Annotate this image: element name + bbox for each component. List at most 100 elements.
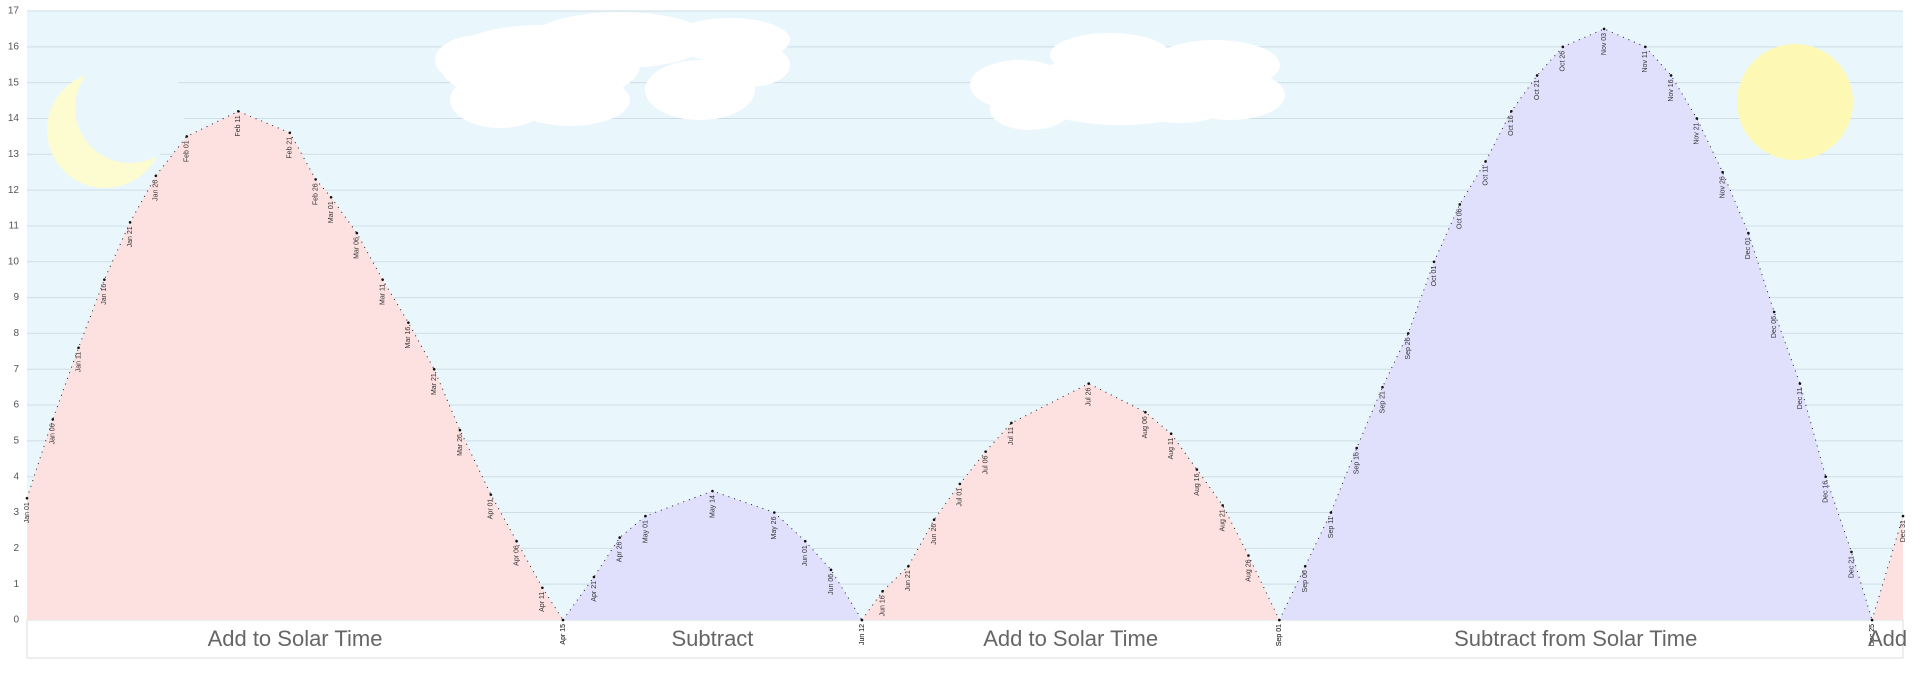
date-label: Oct 01 (1431, 266, 1438, 287)
date-label: Nov 03 (1601, 33, 1608, 55)
point (881, 590, 884, 593)
date-label: Apr 06 (513, 545, 520, 566)
date-label: Aug 06 (1142, 416, 1149, 438)
y-tick-label: 2 (13, 543, 19, 554)
point (1381, 385, 1384, 389)
date-label: Apr 15 (560, 624, 567, 645)
y-tick-label: 14 (8, 113, 20, 124)
point (592, 575, 596, 579)
y-tick-label: 5 (13, 436, 19, 447)
point (355, 231, 359, 235)
point (1644, 45, 1647, 49)
point (860, 618, 864, 622)
y-tick-label: 15 (8, 77, 20, 88)
date-label: Sep 21 (1379, 391, 1386, 413)
date-label: Sep 16 (1354, 452, 1361, 474)
point (1010, 421, 1013, 425)
date-label: Apr 01 (488, 499, 495, 520)
point (1406, 332, 1410, 335)
point (1221, 504, 1224, 507)
cloud (435, 12, 790, 128)
point (237, 110, 240, 113)
y-tick-label: 6 (13, 400, 19, 411)
date-label: Aug 26 (1245, 559, 1252, 581)
point (1602, 27, 1606, 31)
point (489, 493, 493, 496)
region-label: Add to Solar Time (983, 626, 1158, 651)
point (1169, 432, 1173, 436)
date-label: Dec 06 (1771, 316, 1778, 338)
point (1850, 550, 1853, 554)
date-label: Jun 12 (859, 624, 866, 645)
point (1144, 410, 1147, 414)
point (1870, 618, 1874, 622)
date-label: Feb 21 (287, 137, 294, 159)
date-label: Dec 01 (1745, 237, 1752, 259)
region-label: Subtract from Solar Time (1454, 626, 1697, 651)
date-label: Jul 01 (957, 488, 964, 507)
point (1247, 554, 1250, 557)
y-tick-label: 9 (13, 292, 19, 303)
y-tick-label: 4 (13, 471, 19, 482)
point (314, 178, 317, 181)
sun (1737, 44, 1853, 160)
date-label: Jan 26 (153, 180, 160, 201)
date-label: Jan 16 (101, 284, 108, 305)
date-label: Apr 21 (591, 581, 598, 602)
date-label: Apr 15 (560, 624, 567, 645)
point (515, 539, 518, 543)
area (563, 491, 862, 620)
region-label: Subtract (671, 626, 753, 651)
y-tick-label: 16 (8, 41, 20, 52)
date-label: Dec 11 (1797, 387, 1804, 409)
point (381, 278, 384, 281)
point (541, 586, 544, 590)
date-label: Oct 11 (1482, 165, 1489, 185)
date-label: Oct 06 (1457, 208, 1464, 229)
date-label: Nov 21 (1694, 122, 1701, 144)
point (1772, 310, 1776, 314)
date-label: Mar 26 (457, 434, 464, 456)
date-label: Jun 01 (802, 545, 809, 566)
point (1798, 382, 1802, 385)
date-label: Oct 21 (1534, 79, 1541, 100)
date-label: Mar 16 (405, 327, 412, 349)
region-label: Add to Solar Time (208, 626, 383, 651)
date-label: Aug 16 (1194, 473, 1201, 495)
point (25, 496, 29, 500)
point (1432, 260, 1436, 264)
point (1329, 511, 1333, 514)
point (1510, 110, 1513, 113)
date-label: May 14 (709, 495, 716, 518)
point (803, 539, 807, 543)
point (1535, 74, 1539, 77)
point (1303, 564, 1307, 568)
point (561, 618, 565, 622)
date-label: Sep 01 (1276, 624, 1283, 646)
date-label: Jan 01 (24, 502, 31, 523)
y-tick-label: 0 (13, 615, 19, 626)
date-label: Nov 26 (1719, 176, 1726, 198)
date-label: Dec 25 (1869, 624, 1876, 646)
date-label: Nov 16 (1668, 79, 1675, 101)
date-label: Jun 12 (859, 624, 866, 645)
point (329, 195, 333, 199)
line (1871, 515, 1904, 621)
point (1721, 170, 1724, 174)
y-tick-label: 10 (8, 256, 20, 267)
date-label: Mar 21 (431, 373, 438, 395)
point (711, 489, 714, 493)
point (618, 536, 621, 539)
point (1669, 74, 1673, 77)
y-tick-label: 13 (8, 149, 20, 160)
date-label: Aug 11 (1168, 438, 1175, 460)
region-label: Add (1868, 626, 1907, 651)
point (644, 514, 647, 518)
date-label: Mar 11 (379, 284, 386, 305)
y-tick-label: 12 (8, 185, 20, 196)
point (288, 131, 292, 135)
date-label: Oct 26 (1560, 51, 1567, 72)
point (154, 174, 158, 178)
